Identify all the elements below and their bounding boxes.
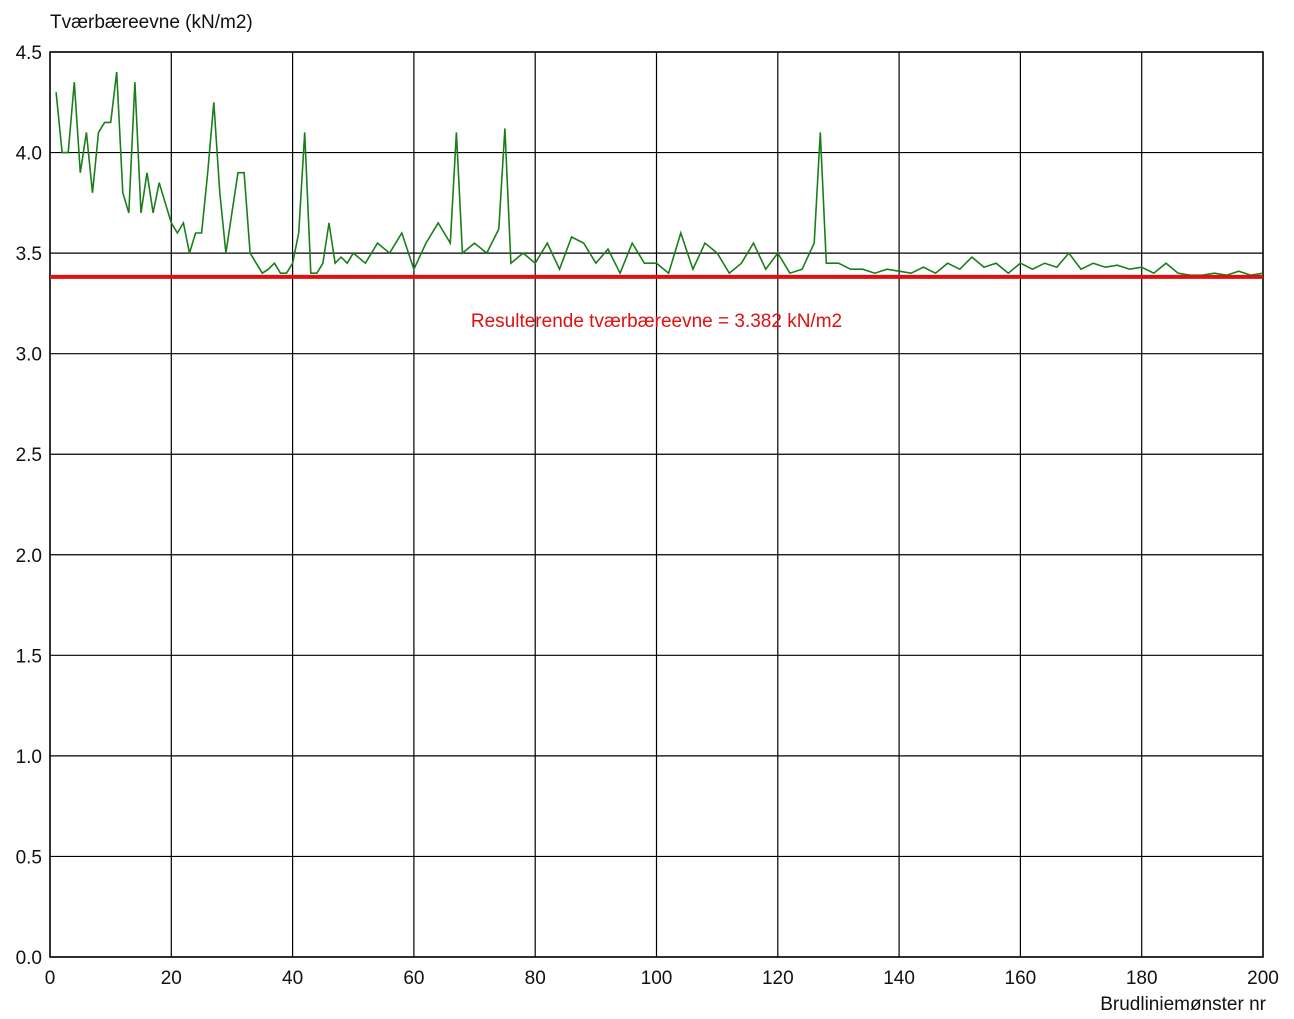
x-tick-label: 160 <box>1005 968 1037 989</box>
y-tick-labels: 0.0 0.5 1.0 1.5 2.0 2.5 3.0 3.5 4.0 4.5 <box>16 43 42 969</box>
y-axis-label: Tværbæreevne (kN/m2) <box>50 12 253 33</box>
x-tick-labels: 0 20 40 60 80 100 120 140 160 180 200 <box>45 968 1279 989</box>
x-tick-label: 60 <box>403 968 424 989</box>
y-tick-label: 2.5 <box>16 445 42 466</box>
x-tick-label: 80 <box>525 968 546 989</box>
series-line <box>55 72 1264 277</box>
x-tick-label: 40 <box>282 968 303 989</box>
x-tick-label: 180 <box>1126 968 1158 989</box>
x-tick-label: 120 <box>762 968 794 989</box>
reference-line-label: Resulterende tværbæreevne = 3.382 kN/m2 <box>471 311 842 332</box>
y-tick-label: 0.5 <box>16 847 42 868</box>
y-tick-label: 2.0 <box>16 546 42 567</box>
y-tick-label: 1.5 <box>16 646 42 667</box>
y-tick-label: 4.0 <box>16 144 42 165</box>
y-tick-label: 1.0 <box>16 747 42 768</box>
x-tick-label: 0 <box>45 968 56 989</box>
x-tick-label: 200 <box>1247 968 1279 989</box>
x-tick-label: 100 <box>641 968 673 989</box>
grid-lines <box>49 51 1264 958</box>
x-tick-label: 20 <box>161 968 182 989</box>
y-tick-label: 0.0 <box>16 948 42 969</box>
y-tick-label: 4.5 <box>16 43 42 64</box>
y-tick-label: 3.0 <box>16 345 42 366</box>
plot-frame <box>49 51 1264 958</box>
x-axis-label: Brudliniemønster nr <box>1100 994 1266 1015</box>
x-tick-label: 140 <box>883 968 915 989</box>
y-tick-label: 3.5 <box>16 244 42 265</box>
